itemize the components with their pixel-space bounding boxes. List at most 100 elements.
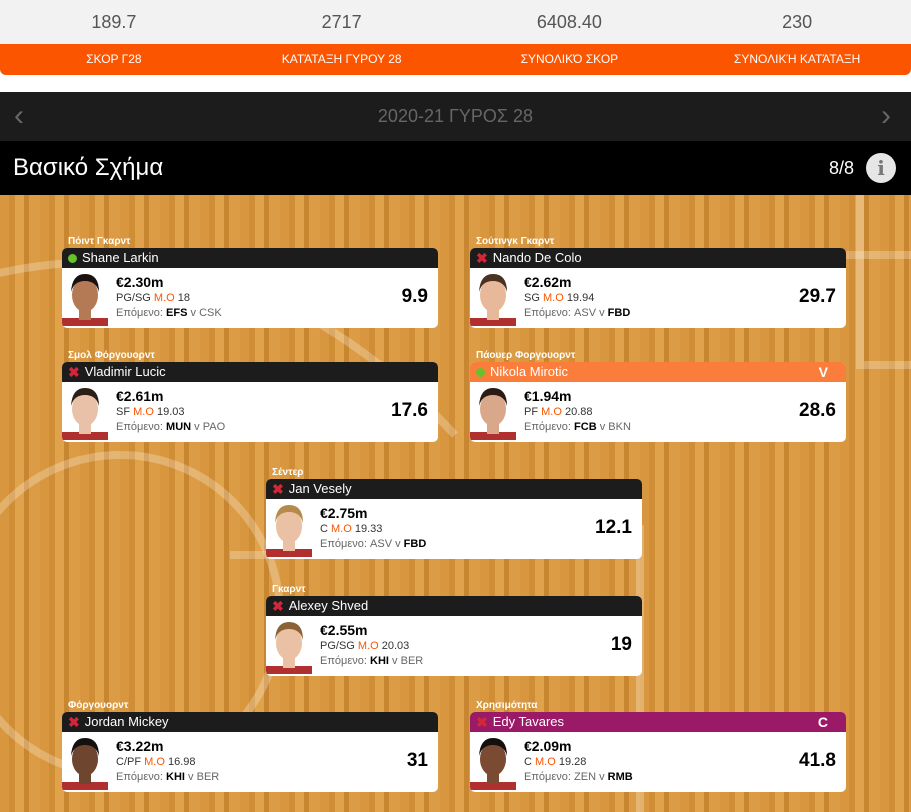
player-card-header: ✖ Vladimir Lucic bbox=[62, 362, 438, 382]
position-label: Φόργουορντ bbox=[68, 700, 129, 711]
available-icon bbox=[68, 253, 77, 263]
player-card[interactable]: ✖ Edy Tavares C €2.09m C M.O 19.28 Επόμεν… bbox=[470, 712, 846, 792]
next-label: Επόμενο: bbox=[524, 307, 571, 319]
vice-captain-badge: V bbox=[818, 364, 828, 380]
player-avg: 19.28 bbox=[558, 756, 587, 768]
player-card[interactable]: ✖ Jan Vesely €2.75m C M.O 19.33 Επόμενο: … bbox=[266, 479, 642, 559]
player-name: Shane Larkin bbox=[82, 250, 159, 265]
home-team: ZEN bbox=[574, 771, 597, 783]
player-slot: Σούτινγκ Γκαρντ ✖ Nando De Colo €2.62m SG… bbox=[470, 236, 846, 328]
player-card-header: ✖ Jordan Mickey bbox=[62, 712, 438, 732]
total-score-value: 6408.40 bbox=[536, 12, 602, 32]
info-icon[interactable]: i bbox=[866, 153, 896, 183]
player-price: €2.61m bbox=[116, 388, 164, 404]
player-role: PG/SG bbox=[116, 292, 151, 304]
player-points: 41.8 bbox=[799, 750, 836, 771]
home-team: ASV bbox=[574, 307, 597, 319]
unavailable-x-icon: ✖ bbox=[272, 481, 284, 497]
total-rank-value: 230 bbox=[782, 12, 813, 32]
avg-label: M.O bbox=[541, 406, 562, 418]
next-label: Επόμενο: bbox=[524, 421, 571, 433]
round-rank-label: ΚΑΤΆΤΑΞΗ ΓΥΡΟΥ 28 bbox=[281, 52, 402, 66]
lineup-title: Βασικό Σχήμα bbox=[13, 154, 164, 181]
total-score-label: ΣΥΝΟΛΙΚΌ ΣΚΟΡ bbox=[520, 52, 619, 66]
player-avg: 16.98 bbox=[167, 756, 196, 768]
player-name: Jan Vesely bbox=[288, 481, 352, 496]
player-photo bbox=[62, 274, 108, 326]
player-points: 12.1 bbox=[595, 517, 632, 538]
home-team: KHI bbox=[370, 655, 389, 667]
avg-label: M.O bbox=[144, 756, 165, 768]
next-label: Επόμενο: bbox=[320, 655, 367, 667]
next-label: Επόμενο: bbox=[116, 307, 163, 319]
player-price: €2.75m bbox=[320, 505, 368, 521]
away-team: FBD bbox=[607, 307, 631, 319]
home-team: EFS bbox=[166, 307, 188, 319]
player-card[interactable]: ✖ Jordan Mickey €3.22m C/PF M.O 16.98 Επό… bbox=[62, 712, 438, 792]
player-photo bbox=[62, 388, 108, 440]
player-slot: Γκαρντ ✖ Alexey Shved €2.55m PG/SG M.O 20… bbox=[266, 584, 642, 676]
away-team: BER bbox=[400, 655, 424, 667]
player-points: 29.7 bbox=[799, 286, 836, 307]
round-navigator: 2020-21 ΓΥΡΟΣ 28 ‹ › bbox=[0, 92, 911, 141]
captain-badge: C bbox=[817, 714, 828, 730]
player-slot: Φόργουορντ ✖ Jordan Mickey €3.22m C/PF M.… bbox=[62, 700, 438, 792]
player-price: €2.62m bbox=[524, 274, 572, 290]
player-name: Nikola Mirotic bbox=[490, 364, 569, 379]
player-points: 17.6 bbox=[391, 400, 428, 421]
chevron-left-icon[interactable]: ‹ bbox=[14, 99, 24, 132]
player-price: €2.30m bbox=[116, 274, 164, 290]
player-avg: 20.88 bbox=[564, 406, 593, 418]
player-price: €3.22m bbox=[116, 738, 164, 754]
basketball-court: Πόιντ Γκαρντ Shane Larkin €2.30m PG/SG M… bbox=[0, 195, 911, 812]
player-avg: 18 bbox=[177, 292, 190, 304]
player-price: €2.09m bbox=[524, 738, 572, 754]
avg-label: M.O bbox=[331, 523, 352, 535]
player-name: Vladimir Lucic bbox=[84, 364, 166, 379]
player-card-header: ✖ Jan Vesely bbox=[266, 479, 642, 499]
next-label: Επόμενο: bbox=[116, 421, 163, 433]
round-title: 2020-21 ΓΥΡΟΣ 28 bbox=[377, 106, 534, 126]
player-price: €2.55m bbox=[320, 622, 368, 638]
player-card[interactable]: Shane Larkin €2.30m PG/SG M.O 18 Επόμενο… bbox=[62, 248, 438, 328]
position-label: Χρησιμότητα bbox=[476, 700, 538, 711]
player-photo bbox=[266, 622, 312, 674]
player-name: Alexey Shved bbox=[288, 598, 369, 613]
player-photo bbox=[470, 274, 516, 326]
unavailable-x-icon: ✖ bbox=[476, 714, 488, 730]
home-team: KHI bbox=[166, 771, 185, 783]
avg-label: M.O bbox=[153, 292, 175, 304]
home-team: ASV bbox=[370, 538, 393, 550]
player-card[interactable]: ✖ Alexey Shved €2.55m PG/SG M.O 20.03 Επό… bbox=[266, 596, 642, 676]
player-points: 19 bbox=[610, 634, 632, 655]
player-photo bbox=[62, 738, 108, 790]
player-name: Nando De Colo bbox=[492, 250, 582, 265]
player-role: C bbox=[320, 523, 328, 535]
player-photo bbox=[470, 738, 516, 790]
away-team: CSK bbox=[199, 307, 222, 319]
position-label: Πόιντ Γκαρντ bbox=[68, 236, 131, 247]
player-card[interactable]: ✖ Nando De Colo €2.62m SG M.O 19.94 Επόμε… bbox=[470, 248, 846, 328]
player-slot: Σέντερ ✖ Jan Vesely €2.75m C M.O 19.33 Επ… bbox=[266, 467, 642, 559]
unavailable-x-icon: ✖ bbox=[476, 250, 488, 266]
player-avg: 19.94 bbox=[566, 292, 595, 304]
position-label: Γκαρντ bbox=[272, 584, 306, 595]
player-slot: Σμολ Φόργουορντ ✖ Vladimir Lucic €2.61m S… bbox=[62, 350, 438, 442]
stats-values: 189.7 2717 6408.40 230 bbox=[0, 0, 911, 44]
next-label: Επόμενο: bbox=[320, 538, 367, 550]
position-label: Πάουερ Φοργουορντ bbox=[476, 350, 576, 361]
next-label: Επόμενο: bbox=[524, 771, 571, 783]
player-role: C bbox=[524, 756, 532, 768]
player-role: C/PF bbox=[116, 756, 142, 768]
player-role: SF bbox=[116, 406, 131, 418]
round-score-label: ΣΚΟΡ Γ28 bbox=[86, 52, 142, 66]
player-card[interactable]: ✖ Vladimir Lucic €2.61m SF M.O 19.03 Επόμ… bbox=[62, 362, 438, 442]
player-card[interactable]: Nikola Mirotic V €1.94m PF M.O 20.88 Επό… bbox=[470, 362, 846, 442]
away-team: PAO bbox=[202, 421, 226, 433]
player-name: Edy Tavares bbox=[492, 714, 565, 729]
chevron-right-icon[interactable]: › bbox=[881, 99, 891, 132]
total-rank-label: ΣΥΝΟΛΙΚΉ ΚΑΤΆΤΑΞΗ bbox=[733, 52, 861, 66]
player-avg: 19.33 bbox=[354, 523, 383, 535]
unavailable-x-icon: ✖ bbox=[272, 598, 284, 614]
player-card-header: ✖ Edy Tavares C bbox=[470, 712, 846, 732]
